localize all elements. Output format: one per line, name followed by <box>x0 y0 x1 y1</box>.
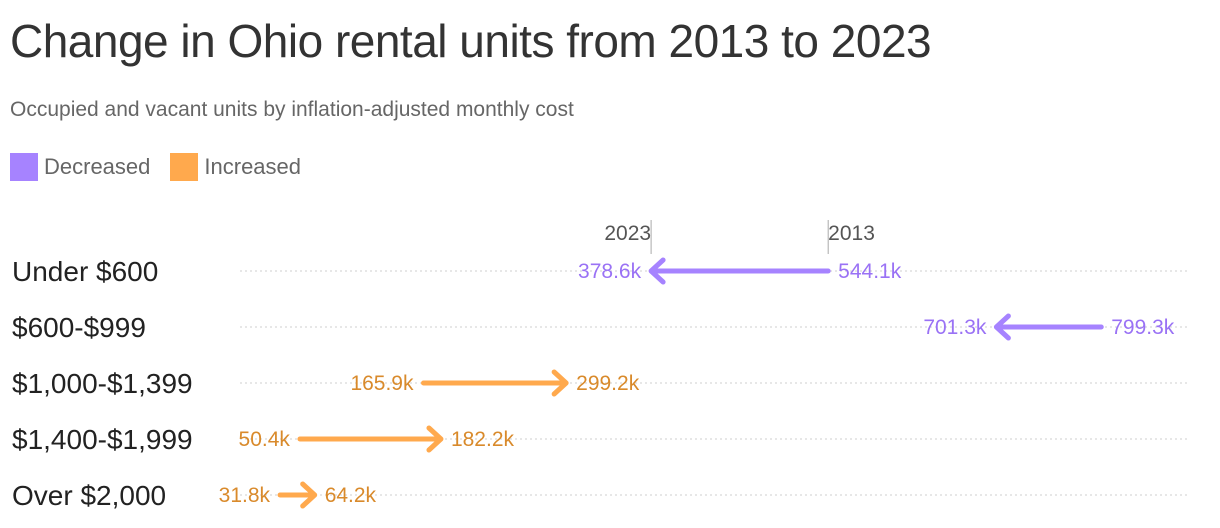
legend-item-decreased: Decreased <box>10 153 150 181</box>
legend-label-increased: Increased <box>204 154 302 179</box>
reference-label-start: 2013 <box>828 222 875 245</box>
value-label-2013: 799.3k <box>1111 316 1175 339</box>
value-label-2013: 50.4k <box>239 428 291 451</box>
chart-subtitle: Occupied and vacant units by inflation-a… <box>10 98 574 121</box>
arrow-head <box>551 369 569 397</box>
chart-title: Change in Ohio rental units from 2013 to… <box>10 15 932 67</box>
arrow-head <box>426 425 444 453</box>
value-label-2023: 701.3k <box>923 316 987 339</box>
value-label-2023: 182.2k <box>451 428 515 451</box>
value-label-2013: 165.9k <box>350 372 414 395</box>
row-label: $600-$999 <box>12 312 146 343</box>
legend-item-increased: Increased <box>170 153 301 181</box>
row-label: $1,000-$1,399 <box>12 368 193 399</box>
legend: Decreased Increased <box>10 153 301 181</box>
arrow-head <box>993 313 1011 341</box>
value-label-2023: 64.2k <box>325 484 377 507</box>
reference-label-end: 2023 <box>604 222 651 245</box>
value-label-2023: 378.6k <box>578 260 642 283</box>
value-label-2013: 31.8k <box>219 484 271 507</box>
legend-swatch-increased <box>170 153 199 181</box>
arrow-head <box>648 257 666 285</box>
value-label-2023: 299.2k <box>576 372 640 395</box>
row-label: Over $2,000 <box>12 480 166 511</box>
arrow-head <box>300 481 318 509</box>
row-label: $1,400-$1,999 <box>12 424 193 455</box>
row-label: Under $600 <box>12 256 158 287</box>
legend-label-decreased: Decreased <box>44 154 151 179</box>
legend-swatch-decreased <box>10 153 38 181</box>
value-label-2013: 544.1k <box>838 260 902 283</box>
